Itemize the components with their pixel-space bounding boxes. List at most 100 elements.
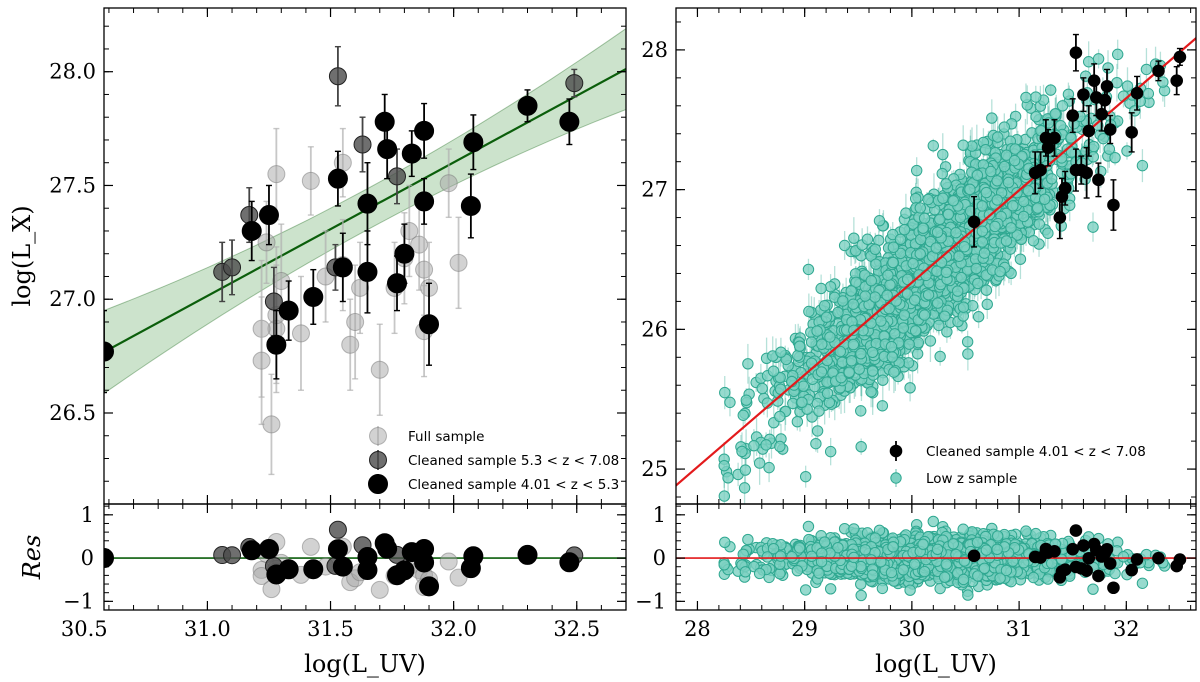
low-z-point xyxy=(1008,154,1021,167)
low-z-point xyxy=(903,338,915,350)
dark-data-point xyxy=(1087,74,1101,87)
dark-data-point xyxy=(1082,124,1096,138)
low-z-point xyxy=(824,445,837,458)
dark-data-point xyxy=(1066,109,1080,122)
full-data-point xyxy=(351,278,370,297)
low-z-point xyxy=(813,405,825,417)
low-z-point xyxy=(1030,91,1042,103)
full-data-point xyxy=(370,360,389,379)
low-z-point xyxy=(1022,185,1035,197)
low-z-point xyxy=(718,460,730,472)
x-tick-label: 32.0 xyxy=(430,617,477,641)
legend-label: Cleaned sample 4.01 < z < 5.3 xyxy=(408,477,619,493)
dark-residual-point xyxy=(357,547,378,568)
low-z-point xyxy=(775,346,787,358)
low-z-point xyxy=(897,322,910,334)
low-z-point xyxy=(998,121,1011,133)
low-z-point xyxy=(912,336,925,349)
dark-data-point xyxy=(332,257,353,278)
low-z-point xyxy=(1142,87,1155,100)
dark-residual-point xyxy=(419,576,440,597)
dark-data-point xyxy=(460,195,481,216)
low-z-point xyxy=(748,440,760,452)
full-data-point xyxy=(415,260,434,279)
legend-marker xyxy=(369,451,387,469)
dark-data-point xyxy=(1048,131,1061,145)
x-tick-label: 31.5 xyxy=(307,617,354,641)
low-z-point xyxy=(991,194,1003,206)
low-z-point xyxy=(1092,53,1105,65)
x-tick-label: 31.0 xyxy=(184,617,231,641)
low-z-point xyxy=(791,416,804,428)
low-z-point xyxy=(924,335,937,347)
low-z-point xyxy=(821,387,834,399)
low-z-point xyxy=(736,445,748,458)
low-z-point xyxy=(845,355,858,367)
low-z-point xyxy=(887,241,900,253)
dark-data-point xyxy=(266,334,287,355)
low-z-point xyxy=(989,220,1001,233)
dark-residual-point xyxy=(377,538,398,559)
dark-residual-point xyxy=(414,552,435,573)
low-z-point xyxy=(1088,140,1100,153)
low-z-point xyxy=(981,298,993,311)
low-z-point xyxy=(976,200,988,212)
low-z-point xyxy=(950,227,962,239)
x-axis-label: log(L_UV) xyxy=(304,650,426,678)
low-z-point xyxy=(922,193,934,206)
dark-residual-point xyxy=(332,556,353,577)
low-z-point xyxy=(962,348,974,360)
low-z-point xyxy=(847,298,859,310)
low-z-point xyxy=(737,409,749,421)
low-z-point xyxy=(810,437,822,450)
low-z-point xyxy=(1056,100,1069,112)
low-z-point xyxy=(832,306,844,319)
low-z-point xyxy=(938,310,951,322)
y-axis-label: log(L_X) xyxy=(8,205,36,306)
low-z-point xyxy=(811,425,824,437)
low-z-point xyxy=(961,336,974,348)
low-z-point xyxy=(774,410,786,423)
low-z-point xyxy=(760,439,772,451)
dark-data-point xyxy=(327,168,348,189)
low-z-point xyxy=(934,213,946,226)
low-z-point xyxy=(811,325,823,337)
dark-residual-point xyxy=(517,544,538,565)
dark-residual-point xyxy=(327,539,348,560)
low-z-point xyxy=(957,301,970,313)
low-z-point xyxy=(898,223,911,236)
low-z-point xyxy=(1097,132,1109,145)
dark-data-point xyxy=(357,193,378,214)
low-z-point xyxy=(877,374,889,386)
low-z-point xyxy=(876,400,889,412)
low-z-point xyxy=(802,263,815,276)
full-residual-point xyxy=(301,537,320,556)
low-z-point xyxy=(922,289,935,301)
full-data-point xyxy=(252,351,271,370)
low-z-point xyxy=(934,350,946,363)
low-z-point xyxy=(910,164,923,177)
low-z-point xyxy=(742,358,754,370)
low-z-point xyxy=(980,284,993,296)
dark-data-point xyxy=(258,205,279,226)
low-z-point xyxy=(1045,173,1058,185)
low-z-point xyxy=(914,202,926,214)
dark-data-point xyxy=(241,220,262,241)
low-z-point xyxy=(908,294,921,306)
low-z-point xyxy=(964,183,976,196)
mid-data-point xyxy=(353,135,372,154)
dark-data-point xyxy=(419,314,440,335)
low-z-point xyxy=(1062,88,1075,101)
low-z-point xyxy=(909,325,922,337)
dark-data-point xyxy=(401,143,422,164)
full-data-point xyxy=(267,165,286,184)
low-z-point xyxy=(888,366,900,378)
low-z-point xyxy=(866,346,879,359)
dark-data-point xyxy=(414,120,435,141)
residual-tick-label: 0 xyxy=(81,546,94,570)
low-z-point xyxy=(767,365,780,377)
low-z-point xyxy=(931,265,943,278)
low-z-point xyxy=(724,396,736,409)
low-z-point xyxy=(1091,119,1104,131)
